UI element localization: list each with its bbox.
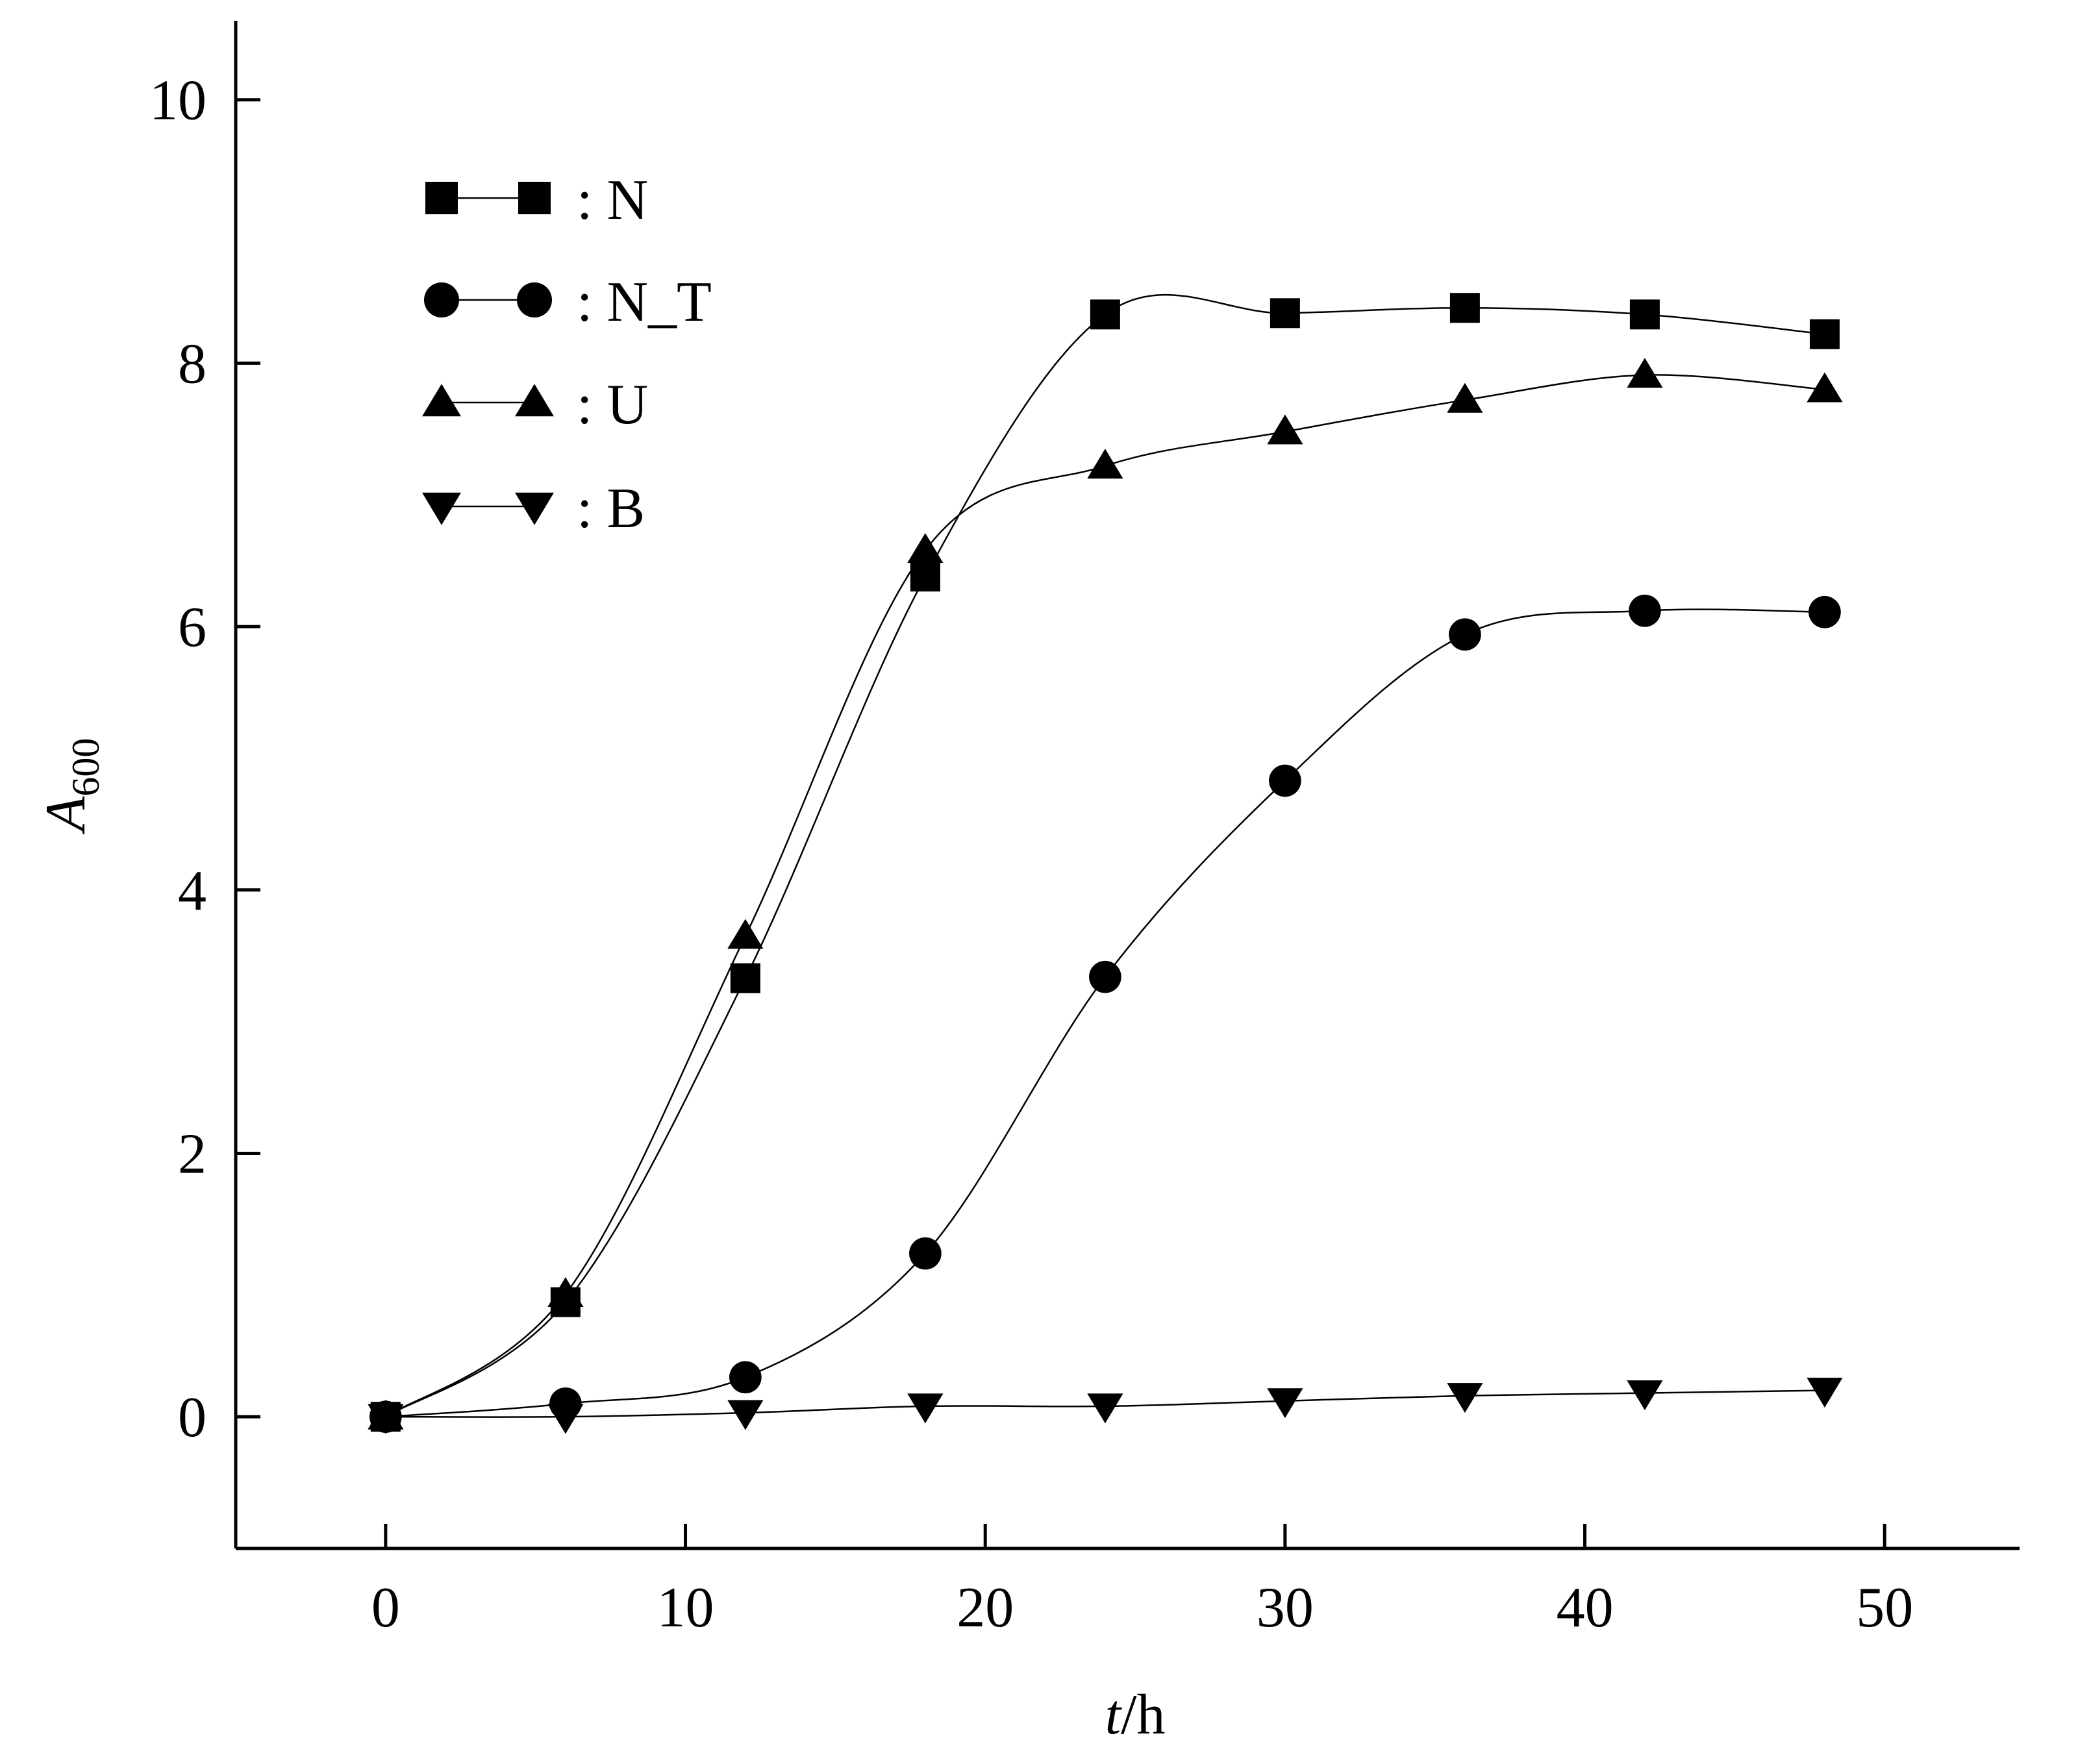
y-tick-label: 10 — [149, 69, 207, 132]
y-axis-title-subscript: 600 — [64, 738, 107, 797]
legend-marker — [515, 384, 554, 417]
data-point — [1627, 358, 1663, 388]
x-tick-label: 10 — [657, 1576, 714, 1639]
data-point — [547, 1404, 584, 1434]
legend-marker — [517, 282, 552, 317]
legend-label: : N — [577, 169, 648, 232]
y-tick-label: 8 — [178, 332, 207, 395]
data-point — [1449, 293, 1480, 323]
data-point — [910, 562, 940, 592]
legend-marker — [425, 182, 458, 214]
data-point — [1090, 299, 1120, 330]
legend-label: : U — [577, 373, 648, 436]
series-line — [385, 374, 1825, 1418]
y-axis-title-variable: A — [34, 795, 97, 834]
series-line — [385, 293, 1825, 1418]
y-axis-title: A600 — [34, 738, 107, 835]
x-tick-label: 0 — [371, 1576, 400, 1639]
x-tick-label: 50 — [1856, 1576, 1913, 1639]
y-tick-label: 6 — [178, 596, 207, 659]
x-axis-title-variable: t — [1105, 1683, 1123, 1746]
data-point — [368, 1404, 404, 1434]
data-point — [547, 1277, 584, 1308]
data-point — [1269, 764, 1301, 797]
legend-marker — [424, 282, 459, 317]
y-ticks: 0 2 4 6 8 10 — [149, 69, 260, 1449]
data-point — [1267, 1388, 1303, 1419]
data-point — [1089, 960, 1121, 993]
y-tick-label: 0 — [178, 1386, 207, 1449]
series-line — [385, 608, 1825, 1418]
data-point — [1087, 1393, 1123, 1424]
legend-marker — [422, 492, 461, 525]
x-axis-title-unit: /h — [1121, 1683, 1165, 1746]
data-point — [1807, 1378, 1843, 1408]
data-point — [909, 1237, 942, 1270]
data-point — [1270, 298, 1300, 329]
data-point — [1629, 299, 1660, 330]
data-point — [1447, 382, 1483, 413]
data-point — [1809, 595, 1841, 628]
series-2 — [369, 594, 1841, 1433]
data-point — [730, 963, 760, 993]
x-tick-label: 40 — [1557, 1576, 1614, 1639]
legend: : N : N_T : U : B — [422, 169, 712, 540]
data-point — [1627, 1380, 1663, 1411]
data-point — [1449, 618, 1481, 651]
data-point — [1447, 1383, 1483, 1413]
data-point — [727, 919, 764, 949]
x-ticks: 0 10 20 30 40 50 — [371, 1524, 1913, 1639]
data-point — [1807, 372, 1843, 403]
data-point — [1267, 414, 1303, 445]
series-3 — [368, 358, 1843, 1430]
series-layer — [368, 293, 1843, 1434]
legend-item: : N — [425, 169, 648, 232]
data-point — [907, 1393, 944, 1424]
legend-label: : N_T — [577, 271, 712, 334]
data-point — [727, 1400, 764, 1430]
y-tick-label: 4 — [178, 860, 207, 923]
legend-item: : N_T — [424, 271, 712, 334]
legend-label: : B — [577, 477, 645, 540]
data-point — [1087, 449, 1123, 479]
x-tick-label: 30 — [1257, 1576, 1314, 1639]
y-tick-label: 2 — [178, 1123, 207, 1186]
legend-item: : B — [422, 477, 645, 540]
legend-item: : U — [422, 373, 648, 436]
series-4 — [368, 1378, 1843, 1434]
legend-marker — [422, 384, 461, 417]
data-point — [907, 532, 944, 563]
data-point — [729, 1361, 762, 1394]
axes — [234, 21, 2020, 1550]
x-tick-label: 20 — [957, 1576, 1014, 1639]
data-point — [1629, 594, 1661, 627]
x-axis-title: t/h — [1105, 1683, 1166, 1746]
legend-marker — [515, 492, 554, 525]
data-point — [1809, 319, 1840, 349]
legend-marker — [518, 182, 551, 214]
